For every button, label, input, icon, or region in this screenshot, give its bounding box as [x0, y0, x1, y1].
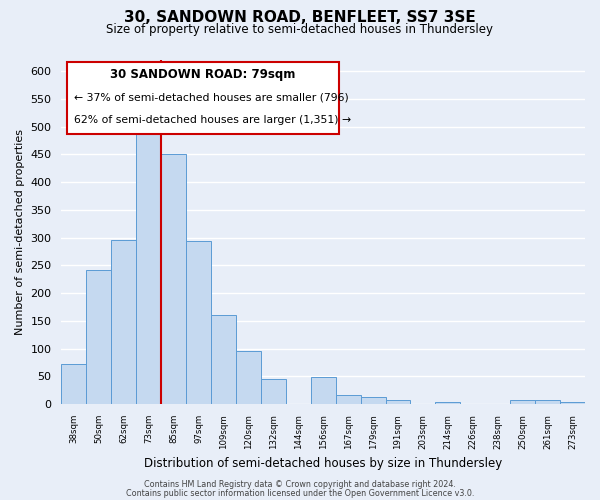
Bar [535, 400, 560, 404]
Bar [236, 351, 261, 404]
Bar [386, 400, 410, 404]
Bar [136, 134, 161, 404]
Text: Size of property relative to semi-detached houses in Thundersley: Size of property relative to semi-detach… [107, 22, 493, 36]
Bar [186, 242, 211, 404]
Y-axis label: Number of semi-detached properties: Number of semi-detached properties [15, 129, 25, 335]
Bar [261, 378, 286, 404]
Text: Contains HM Land Registry data © Crown copyright and database right 2024.: Contains HM Land Registry data © Crown c… [144, 480, 456, 489]
Bar [560, 402, 585, 404]
Bar [86, 270, 111, 404]
Text: ← 37% of semi-detached houses are smaller (796): ← 37% of semi-detached houses are smalle… [74, 93, 349, 103]
Bar [510, 400, 535, 404]
Bar [161, 154, 186, 404]
Text: 30, SANDOWN ROAD, BENFLEET, SS7 3SE: 30, SANDOWN ROAD, BENFLEET, SS7 3SE [124, 10, 476, 25]
Text: 30 SANDOWN ROAD: 79sqm: 30 SANDOWN ROAD: 79sqm [110, 68, 295, 81]
Bar [361, 397, 386, 404]
Bar [335, 394, 361, 404]
Bar [436, 402, 460, 404]
FancyBboxPatch shape [67, 62, 339, 134]
Bar [211, 314, 236, 404]
X-axis label: Distribution of semi-detached houses by size in Thundersley: Distribution of semi-detached houses by … [144, 457, 502, 470]
Bar [111, 240, 136, 404]
Bar [311, 378, 335, 404]
Text: Contains public sector information licensed under the Open Government Licence v3: Contains public sector information licen… [126, 488, 474, 498]
Bar [61, 364, 86, 404]
Text: 62% of semi-detached houses are larger (1,351) →: 62% of semi-detached houses are larger (… [74, 114, 352, 124]
